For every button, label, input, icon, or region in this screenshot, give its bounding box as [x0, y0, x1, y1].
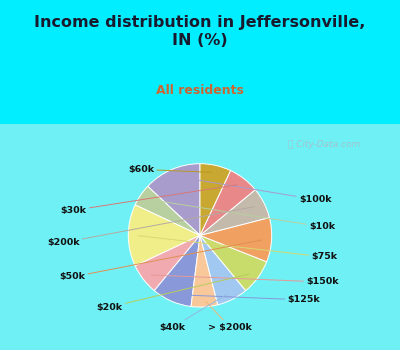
Wedge shape: [200, 235, 246, 305]
Wedge shape: [200, 170, 255, 235]
Text: $30k: $30k: [61, 185, 237, 215]
Wedge shape: [200, 164, 230, 235]
Wedge shape: [135, 235, 200, 290]
Wedge shape: [135, 186, 200, 235]
FancyBboxPatch shape: [0, 124, 400, 350]
Wedge shape: [154, 235, 200, 307]
Text: $125k: $125k: [177, 295, 320, 304]
Wedge shape: [200, 235, 267, 290]
Text: $200k: $200k: [47, 206, 255, 247]
Text: $40k: $40k: [160, 294, 227, 332]
Text: ⓘ City-Data.com: ⓘ City-Data.com: [288, 140, 360, 149]
Text: $50k: $50k: [59, 240, 262, 281]
Wedge shape: [200, 218, 272, 262]
Text: $60k: $60k: [128, 165, 211, 174]
Text: $10k: $10k: [149, 199, 335, 231]
Text: $100k: $100k: [177, 177, 332, 204]
Wedge shape: [148, 164, 200, 235]
Text: > $200k: > $200k: [206, 302, 252, 332]
Wedge shape: [191, 235, 218, 307]
Text: $75k: $75k: [138, 236, 337, 261]
Text: All residents: All residents: [156, 84, 244, 97]
Text: Income distribution in Jeffersonville,
IN (%): Income distribution in Jeffersonville, I…: [34, 15, 366, 48]
Text: $20k: $20k: [96, 274, 250, 312]
Text: $150k: $150k: [152, 275, 339, 287]
Wedge shape: [128, 205, 200, 266]
Wedge shape: [200, 190, 270, 235]
